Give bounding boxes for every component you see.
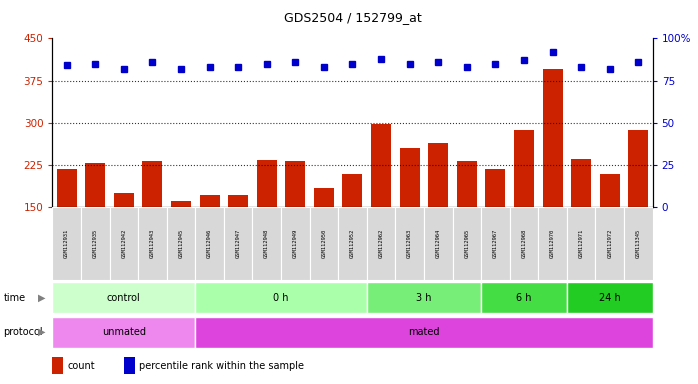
Text: ▶: ▶ (38, 327, 45, 337)
Bar (571, 159, 591, 207)
Bar (310, 207, 339, 280)
Bar (456, 161, 477, 207)
Text: GSM112970: GSM112970 (550, 229, 555, 258)
Text: ▶: ▶ (38, 293, 45, 303)
Bar (481, 282, 567, 313)
Text: count: count (67, 361, 95, 371)
Bar (567, 207, 595, 280)
Bar (81, 207, 110, 280)
Bar (371, 124, 391, 207)
Text: GSM112948: GSM112948 (265, 229, 269, 258)
Text: GSM112952: GSM112952 (350, 229, 355, 258)
Bar (195, 207, 224, 280)
Text: GSM112962: GSM112962 (378, 229, 384, 258)
Bar (514, 130, 534, 207)
Bar (85, 164, 105, 207)
Bar (452, 207, 481, 280)
Bar (343, 174, 362, 207)
Text: GSM112942: GSM112942 (121, 229, 126, 258)
Bar (253, 207, 281, 280)
Bar (314, 188, 334, 207)
Bar (195, 282, 366, 313)
Bar (57, 169, 77, 207)
Text: GSM112971: GSM112971 (579, 229, 584, 258)
Bar (339, 207, 366, 280)
Text: GSM112949: GSM112949 (293, 229, 298, 258)
Bar (52, 282, 195, 313)
Bar (510, 207, 538, 280)
Bar (542, 70, 563, 207)
Text: GSM113345: GSM113345 (636, 229, 641, 258)
Text: GSM112963: GSM112963 (407, 229, 412, 258)
Text: GSM112943: GSM112943 (150, 229, 155, 258)
Text: GSM112972: GSM112972 (607, 229, 612, 258)
Text: percentile rank within the sample: percentile rank within the sample (140, 361, 304, 371)
Bar (228, 195, 248, 207)
Text: GSM112950: GSM112950 (321, 229, 327, 258)
Bar (285, 161, 305, 207)
Bar (628, 130, 648, 207)
Bar (624, 207, 653, 280)
Text: GSM112931: GSM112931 (64, 229, 69, 258)
Text: GSM112968: GSM112968 (521, 229, 526, 258)
Text: control: control (107, 293, 141, 303)
Text: 24 h: 24 h (599, 293, 621, 303)
Text: GSM112965: GSM112965 (464, 229, 469, 258)
Bar (257, 160, 276, 207)
Text: 6 h: 6 h (517, 293, 532, 303)
Bar (366, 282, 481, 313)
Bar (281, 207, 310, 280)
Bar (124, 357, 135, 374)
Text: GSM112964: GSM112964 (436, 229, 440, 258)
Bar (424, 207, 452, 280)
Bar (366, 207, 395, 280)
Bar (595, 207, 624, 280)
Bar (538, 207, 567, 280)
Bar (52, 317, 195, 348)
Bar (429, 142, 448, 207)
Bar (567, 282, 653, 313)
Bar (395, 207, 424, 280)
Bar (600, 174, 620, 207)
Text: GSM112946: GSM112946 (207, 229, 212, 258)
Bar (114, 193, 134, 207)
Text: GDS2504 / 152799_at: GDS2504 / 152799_at (283, 12, 422, 25)
Bar (138, 207, 167, 280)
Bar (195, 317, 653, 348)
Text: unmated: unmated (102, 327, 146, 337)
Bar (110, 207, 138, 280)
Bar (400, 148, 419, 207)
Bar (52, 357, 63, 374)
Bar (224, 207, 253, 280)
Text: GSM112947: GSM112947 (236, 229, 241, 258)
Bar (52, 207, 81, 280)
Text: time: time (3, 293, 26, 303)
Text: mated: mated (408, 327, 440, 337)
Text: 0 h: 0 h (274, 293, 289, 303)
Bar (485, 169, 505, 207)
Bar (171, 200, 191, 207)
Bar (481, 207, 510, 280)
Text: 3 h: 3 h (416, 293, 431, 303)
Bar (167, 207, 195, 280)
Bar (200, 195, 220, 207)
Text: GSM112935: GSM112935 (93, 229, 98, 258)
Bar (142, 161, 163, 207)
Text: GSM112945: GSM112945 (179, 229, 184, 258)
Text: GSM112967: GSM112967 (493, 229, 498, 258)
Text: protocol: protocol (3, 327, 43, 337)
